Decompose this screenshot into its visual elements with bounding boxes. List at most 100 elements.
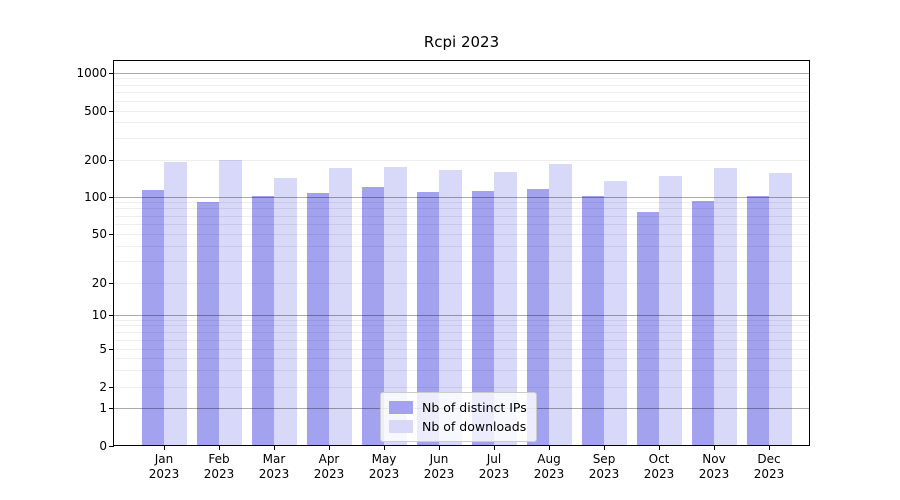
gridline-minor (114, 100, 809, 102)
y-tick-label: 200 (84, 152, 107, 167)
gridline-minor (114, 78, 809, 80)
gridline-minor (114, 339, 809, 341)
bar-distinct-ips (581, 195, 604, 445)
y-tick-mark (109, 407, 114, 409)
legend-item: Nb of distinct IPs (389, 398, 527, 417)
legend-item: Nb of downloads (389, 417, 527, 436)
bar-distinct-ips (306, 193, 329, 445)
bar-downloads (494, 172, 517, 445)
y-tick-mark (109, 314, 114, 316)
y-tick-label: 5 (99, 341, 107, 356)
x-tick-mark (328, 446, 330, 450)
gridline-minor (114, 348, 809, 350)
y-tick-label: 1 (99, 400, 107, 415)
x-tick-mark (273, 446, 275, 450)
gridline-minor (114, 122, 809, 124)
y-tick-mark (109, 283, 114, 284)
bar-distinct-ips (416, 192, 439, 445)
chart-title: Rcpi 2023 (423, 33, 500, 51)
gridline-minor (114, 386, 809, 388)
x-tick-label: Apr 2023 (313, 452, 345, 481)
gridline-minor (114, 325, 809, 327)
y-tick-label: 20 (91, 276, 107, 290)
x-tick-label: Mar 2023 (258, 452, 290, 481)
gridline-minor (114, 110, 809, 112)
x-tick-mark (768, 446, 770, 450)
gridline-minor (114, 137, 809, 139)
x-tick-label: Nov 2023 (698, 452, 730, 481)
gridline-minor (114, 319, 809, 321)
bar-downloads (659, 175, 682, 445)
legend-swatch (389, 401, 413, 414)
x-tick-label: Sep 2023 (588, 452, 620, 481)
y-tick-mark (109, 72, 114, 74)
bar-distinct-ips (141, 190, 164, 445)
y-tick-label: 50 (91, 226, 107, 241)
gridline-major (114, 314, 809, 316)
x-tick-label: Jun 2023 (423, 452, 455, 481)
bar-downloads (219, 160, 242, 445)
x-tick-label: Jul 2023 (478, 452, 510, 481)
plot-area: Nb of distinct IPs Nb of downloads (113, 60, 810, 446)
y-tick-mark (109, 233, 114, 235)
y-tick-label: 500 (84, 103, 107, 118)
y-tick-label: 1000 (76, 65, 107, 80)
y-tick-label: 100 (84, 189, 107, 204)
x-tick-label: Feb 2023 (203, 452, 235, 481)
gridline-minor (114, 159, 809, 161)
gridline-minor (114, 208, 809, 210)
bar-distinct-ips (361, 187, 384, 445)
gridline-minor (114, 215, 809, 217)
y-tick-label: 0 (99, 439, 107, 453)
gridline-minor (114, 233, 809, 235)
gridline-minor (114, 357, 809, 359)
gridline-minor (114, 202, 809, 204)
gridline-minor (114, 369, 809, 371)
y-tick-mark (109, 196, 114, 198)
x-tick-label: Jan 2023 (148, 452, 180, 481)
legend-label: Nb of distinct IPs (422, 400, 527, 415)
y-tick-mark (109, 159, 114, 161)
y-tick-mark (109, 386, 114, 388)
y-tick-label: 2 (99, 379, 107, 394)
x-tick-mark (713, 446, 715, 450)
y-tick-label: 10 (91, 307, 107, 322)
gridline-minor (114, 261, 809, 263)
gridline-major (114, 196, 809, 198)
bar-distinct-ips (691, 200, 714, 445)
bar-downloads (329, 168, 352, 445)
bar-downloads (714, 167, 737, 445)
y-tick-mark (109, 446, 114, 447)
x-tick-mark (163, 446, 165, 450)
x-tick-mark (658, 446, 660, 450)
gridline-minor (114, 245, 809, 247)
bar-distinct-ips (251, 195, 274, 445)
y-tick-mark (109, 110, 114, 112)
x-tick-label: Oct 2023 (643, 452, 675, 481)
x-tick-mark (218, 446, 220, 450)
bar-downloads (164, 161, 187, 445)
legend-swatch (389, 420, 413, 433)
gridline-minor (114, 84, 809, 86)
bar-distinct-ips (746, 195, 769, 445)
bar-downloads (604, 181, 627, 445)
gridline-minor (114, 331, 809, 333)
x-tick-mark (603, 446, 605, 450)
legend-label: Nb of downloads (422, 419, 527, 434)
x-tick-label: Dec 2023 (753, 452, 785, 481)
x-tick-mark (383, 446, 385, 450)
legend: Nb of distinct IPs Nb of downloads (380, 392, 537, 442)
x-tick-label: Aug 2023 (533, 452, 565, 481)
gridline-minor (114, 283, 809, 284)
gridline-minor (114, 223, 809, 225)
bar-distinct-ips (196, 202, 219, 445)
bar-downloads (439, 169, 462, 445)
x-tick-label: May 2023 (368, 452, 400, 481)
bar-distinct-ips (471, 191, 494, 445)
x-tick-mark (438, 446, 440, 450)
x-tick-mark (548, 446, 550, 450)
bar-downloads (274, 177, 297, 445)
gridline-major (114, 72, 809, 74)
bar-distinct-ips (636, 211, 659, 445)
